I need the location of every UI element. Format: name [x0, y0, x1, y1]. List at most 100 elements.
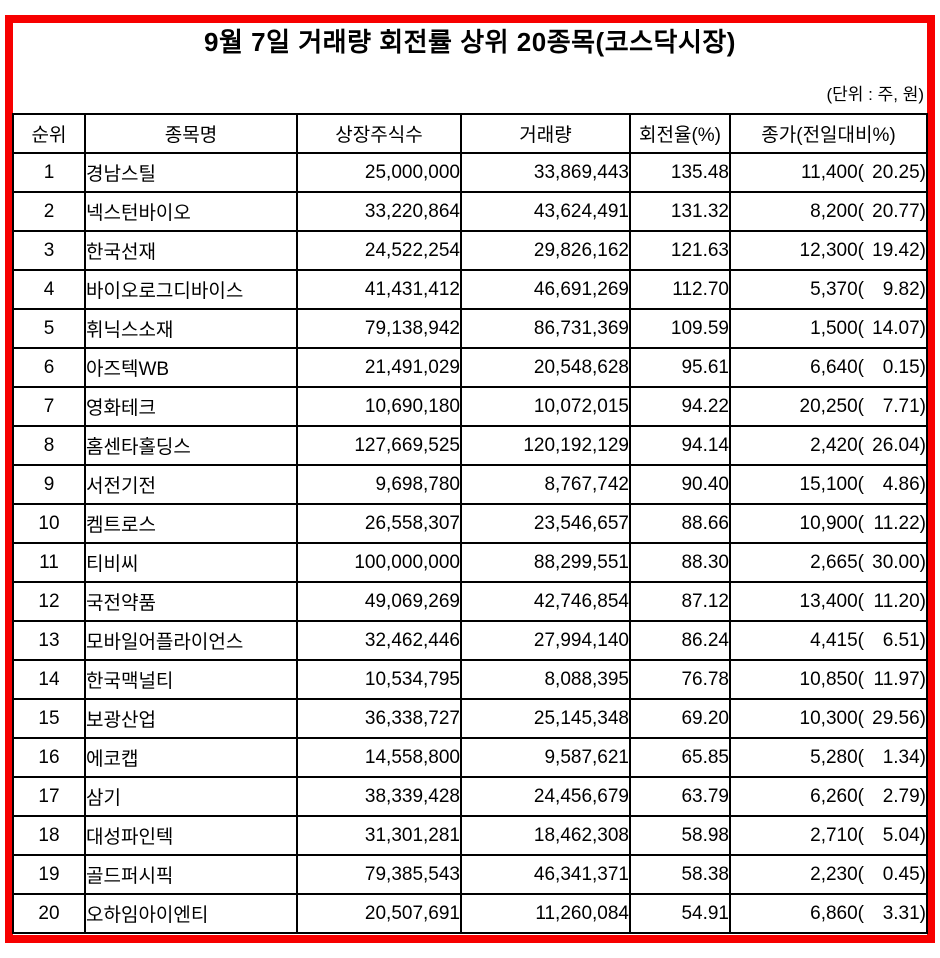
close-change-pct: 29.56): [872, 707, 926, 729]
name-cell: 에코캡: [84, 737, 298, 778]
close-price: 20,250: [799, 395, 858, 417]
shares-cell: 21,491,029: [296, 347, 462, 388]
close-change-pct: 11.20): [873, 590, 926, 612]
close-cell: 2,710(5.04): [729, 815, 928, 856]
shares-cell: 10,690,180: [296, 386, 462, 427]
table-row: 5 휘닉스소재 79,138,942 86,731,369 109.59 1,500(14…: [12, 308, 928, 349]
close-change-pct: 5.04): [882, 824, 926, 846]
turnover-cell: 90.40: [629, 464, 731, 505]
turnover-cell: 112.70: [629, 269, 731, 310]
rank-cell: 3: [12, 230, 86, 271]
table-row: 11 티비씨 100,000,000 88,299,551 88.30 2,665(30.…: [12, 542, 928, 583]
volume-cell: 10,072,015: [460, 386, 631, 427]
close-change-pct: 2.79): [882, 785, 926, 807]
close-cell: 4,415(6.51): [729, 620, 928, 661]
close-cell: 6,260(2.79): [729, 776, 928, 817]
name-cell: 아즈텍WB: [84, 347, 298, 388]
close-change-pct: 7.71): [882, 395, 926, 417]
volume-cell: 46,341,371: [460, 854, 631, 895]
close-cell: 2,665(30.00): [729, 542, 928, 583]
table-row: 17 삼기 38,339,428 24,456,679 63.79 6,260(2.79): [12, 776, 928, 817]
close-cell: 15,100(4.86): [729, 464, 928, 505]
shares-cell: 38,339,428: [296, 776, 462, 817]
shares-cell: 26,558,307: [296, 503, 462, 544]
name-cell: 보광산업: [84, 698, 298, 739]
col-header-name: 종목명: [84, 113, 298, 154]
rank-cell: 13: [12, 620, 86, 661]
col-header-shares: 상장주식수: [296, 113, 462, 154]
volume-cell: 88,299,551: [460, 542, 631, 583]
table-row: 20 오하임아이엔티 20,507,691 11,260,084 54.91 6,860(…: [12, 893, 928, 934]
close-cell: 2,420(26.04): [729, 425, 928, 466]
close-price: 1,500: [810, 317, 858, 339]
close-price: 6,860: [810, 902, 858, 924]
close-change-pct: 14.07): [872, 317, 926, 339]
close-cell: 5,370(9.82): [729, 269, 928, 310]
turnover-cell: 131.32: [629, 191, 731, 232]
close-price: 2,665: [810, 551, 858, 573]
volume-cell: 9,587,621: [460, 737, 631, 778]
table-row: 19 골드퍼시픽 79,385,543 46,341,371 58.38 2,230(0.…: [12, 854, 928, 895]
volume-cell: 20,548,628: [460, 347, 631, 388]
shares-cell: 10,534,795: [296, 659, 462, 700]
volume-cell: 25,145,348: [460, 698, 631, 739]
name-cell: 대성파인텍: [84, 815, 298, 856]
table-row: 14 한국맥널티 10,534,795 8,088,395 76.78 10,850(11…: [12, 659, 928, 700]
close-change-pct: 20.25): [872, 161, 926, 183]
table-row: 8 홈센타홀딩스 127,669,525 120,192,129 94.14 2,420(…: [12, 425, 928, 466]
name-cell: 경남스틸: [84, 152, 298, 193]
rank-cell: 10: [12, 503, 86, 544]
page-title: 9월 7일 거래량 회전률 상위 20종목(코스닥시장): [204, 27, 736, 57]
col-header-turnover: 회전율(%): [629, 113, 731, 154]
table-row: 3 한국선재 24,522,254 29,826,162 121.63 12,300(19…: [12, 230, 928, 271]
shares-cell: 79,138,942: [296, 308, 462, 349]
volume-cell: 27,994,140: [460, 620, 631, 661]
close-cell: 1,500(14.07): [729, 308, 928, 349]
shares-cell: 127,669,525: [296, 425, 462, 466]
volume-cell: 33,869,443: [460, 152, 631, 193]
shares-cell: 24,522,254: [296, 230, 462, 271]
close-cell: 10,300(29.56): [729, 698, 928, 739]
volume-cell: 8,088,395: [460, 659, 631, 700]
rank-cell: 6: [12, 347, 86, 388]
stock-table-body: 1 경남스틸 25,000,000 33,869,443 135.48 11,400(20…: [12, 152, 928, 934]
shares-cell: 100,000,000: [296, 542, 462, 583]
close-price: 5,280: [810, 746, 858, 768]
volume-cell: 24,456,679: [460, 776, 631, 817]
close-price: 2,420: [810, 434, 858, 456]
volume-cell: 43,624,491: [460, 191, 631, 232]
name-cell: 홈센타홀딩스: [84, 425, 298, 466]
volume-cell: 18,462,308: [460, 815, 631, 856]
close-price: 12,300: [799, 239, 858, 261]
close-cell: 13,400(11.20): [729, 581, 928, 622]
rank-cell: 4: [12, 269, 86, 310]
turnover-cell: 135.48: [629, 152, 731, 193]
table-row: 18 대성파인텍 31,301,281 18,462,308 58.98 2,710(5.…: [12, 815, 928, 856]
name-cell: 한국맥널티: [84, 659, 298, 700]
rank-cell: 14: [12, 659, 86, 700]
close-change-pct: 30.00): [872, 551, 926, 573]
turnover-cell: 54.91: [629, 893, 731, 934]
close-change-pct: 4.86): [882, 473, 926, 495]
volume-cell: 23,546,657: [460, 503, 631, 544]
close-price: 15,100: [799, 473, 858, 495]
close-price: 10,900: [799, 512, 858, 534]
close-cell: 2,230(0.45): [729, 854, 928, 895]
close-cell: 8,200(20.77): [729, 191, 928, 232]
col-header-rank: 순위: [12, 113, 86, 154]
close-price: 6,640: [810, 356, 858, 378]
name-cell: 바이오로그디바이스: [84, 269, 298, 310]
rank-cell: 18: [12, 815, 86, 856]
table-row: 10 켐트로스 26,558,307 23,546,657 88.66 10,900(11…: [12, 503, 928, 544]
close-price: 8,200: [810, 200, 858, 222]
turnover-cell: 69.20: [629, 698, 731, 739]
volume-cell: 120,192,129: [460, 425, 631, 466]
rank-cell: 5: [12, 308, 86, 349]
close-change-pct: 1.34): [882, 746, 926, 768]
volume-cell: 11,260,084: [460, 893, 631, 934]
table-row: 16 에코캡 14,558,800 9,587,621 65.85 5,280(1.34): [12, 737, 928, 778]
close-price: 6,260: [810, 785, 858, 807]
turnover-cell: 58.98: [629, 815, 731, 856]
turnover-cell: 88.66: [629, 503, 731, 544]
rank-cell: 12: [12, 581, 86, 622]
